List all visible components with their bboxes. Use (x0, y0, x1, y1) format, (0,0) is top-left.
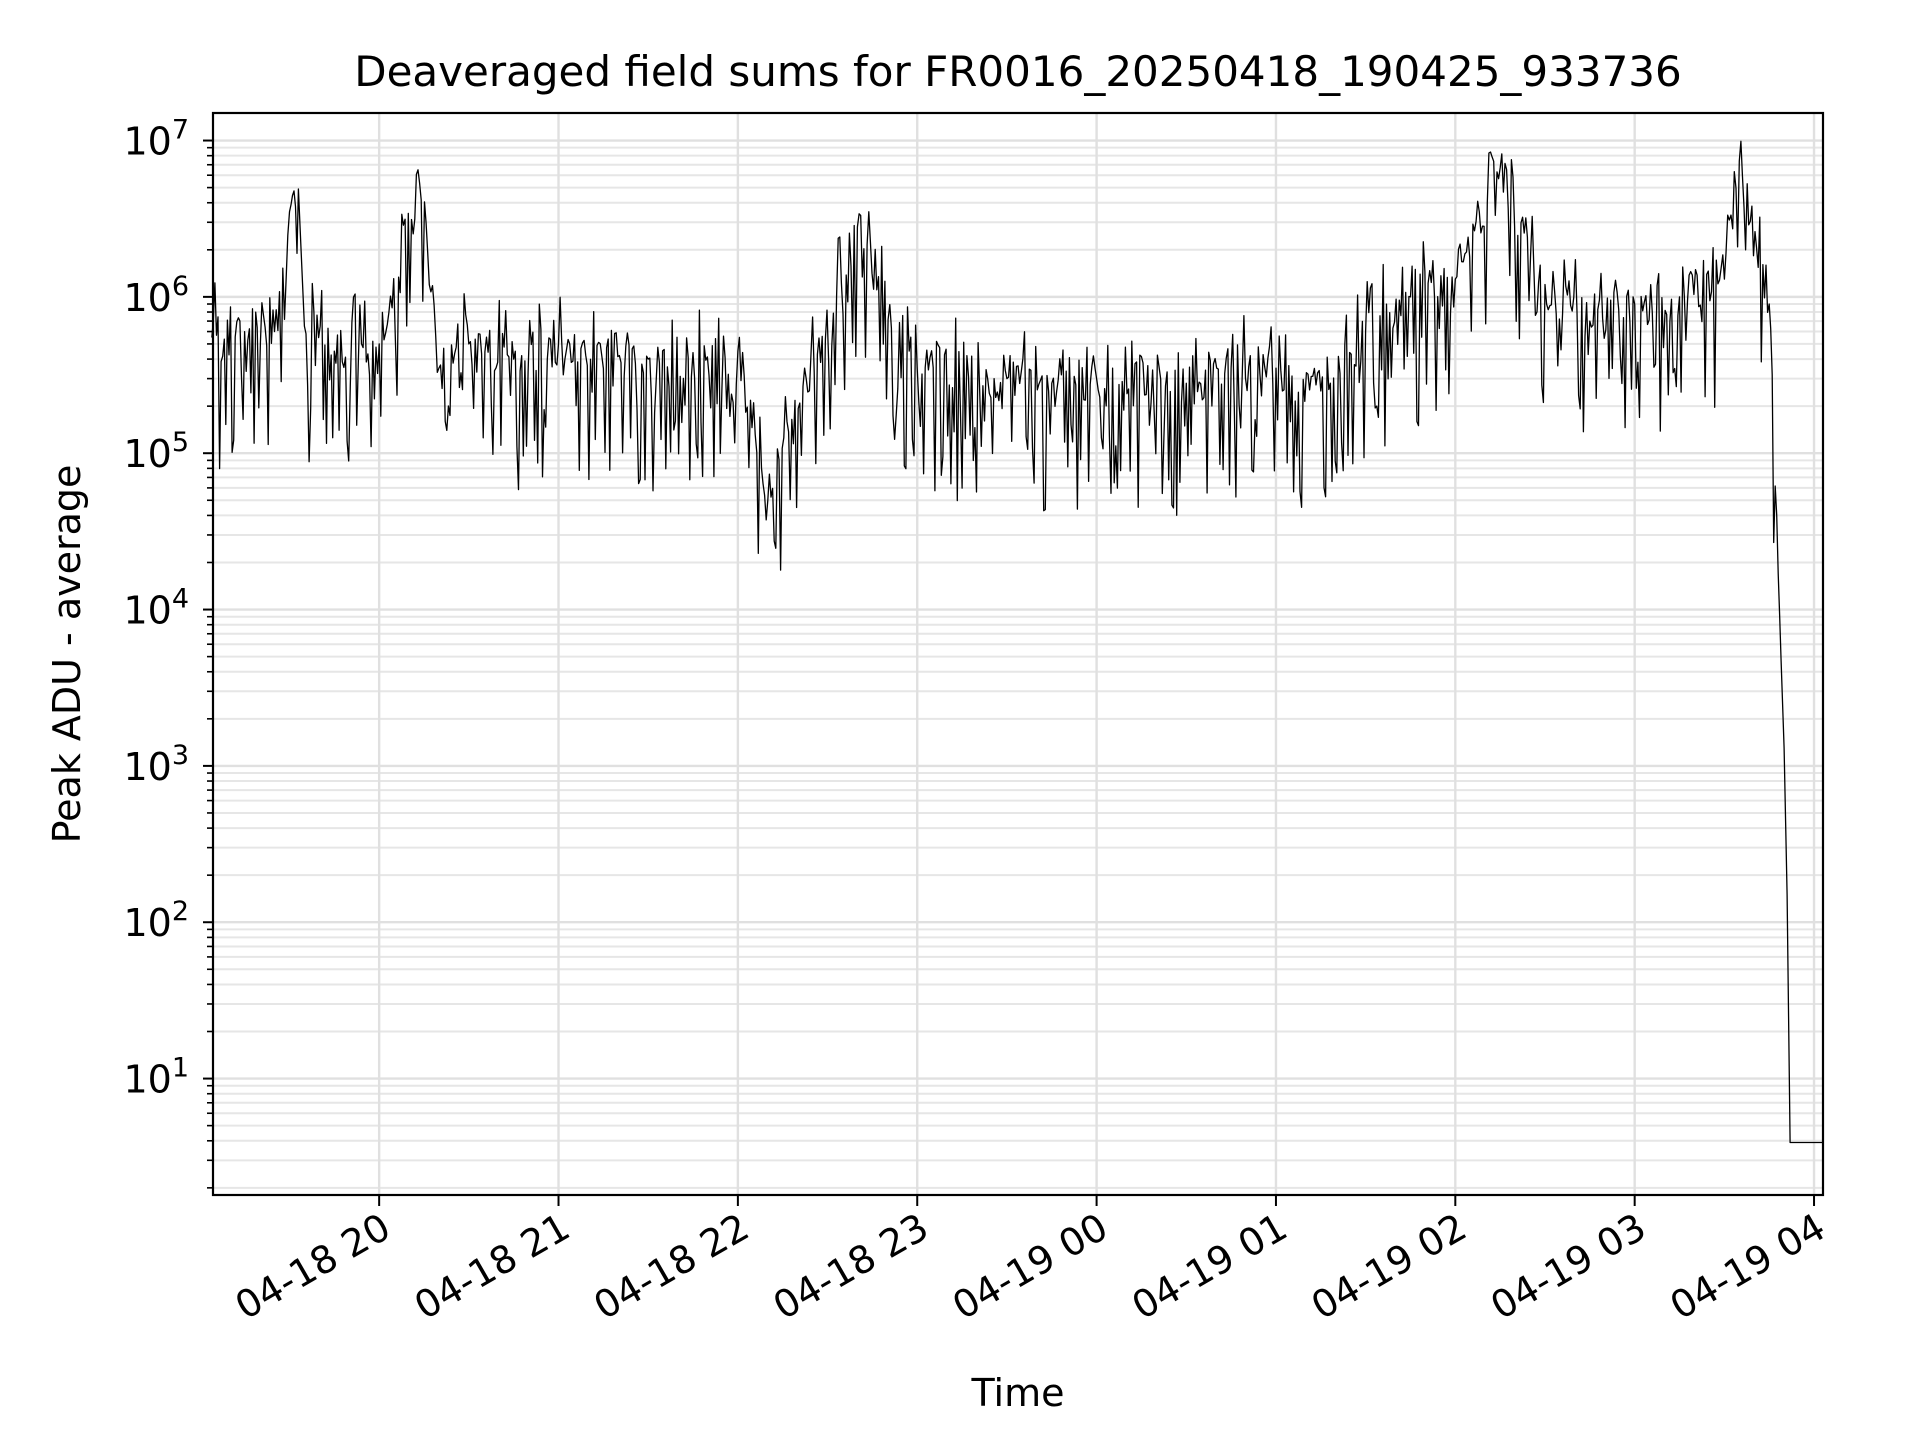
x-axis-label: Time (971, 1371, 1065, 1415)
y-tick-label: 101 (123, 1053, 189, 1102)
plot-frame (211, 111, 1825, 1197)
y-tick-label: 102 (123, 896, 189, 945)
series-layer (211, 140, 1824, 1144)
y-tick-label: 104 (123, 584, 189, 633)
chart-title: Deaveraged field sums for FR0016_2025041… (354, 47, 1682, 96)
y-axis-label: Peak ADU - average (45, 465, 89, 844)
series-line (211, 140, 1823, 1144)
minor-grid (213, 146, 1823, 1189)
y-tick-label: 106 (123, 271, 189, 320)
y-tick-label: 105 (123, 427, 189, 476)
y-tick-label: 103 (123, 740, 189, 789)
y-tick-label: 107 (123, 115, 189, 164)
